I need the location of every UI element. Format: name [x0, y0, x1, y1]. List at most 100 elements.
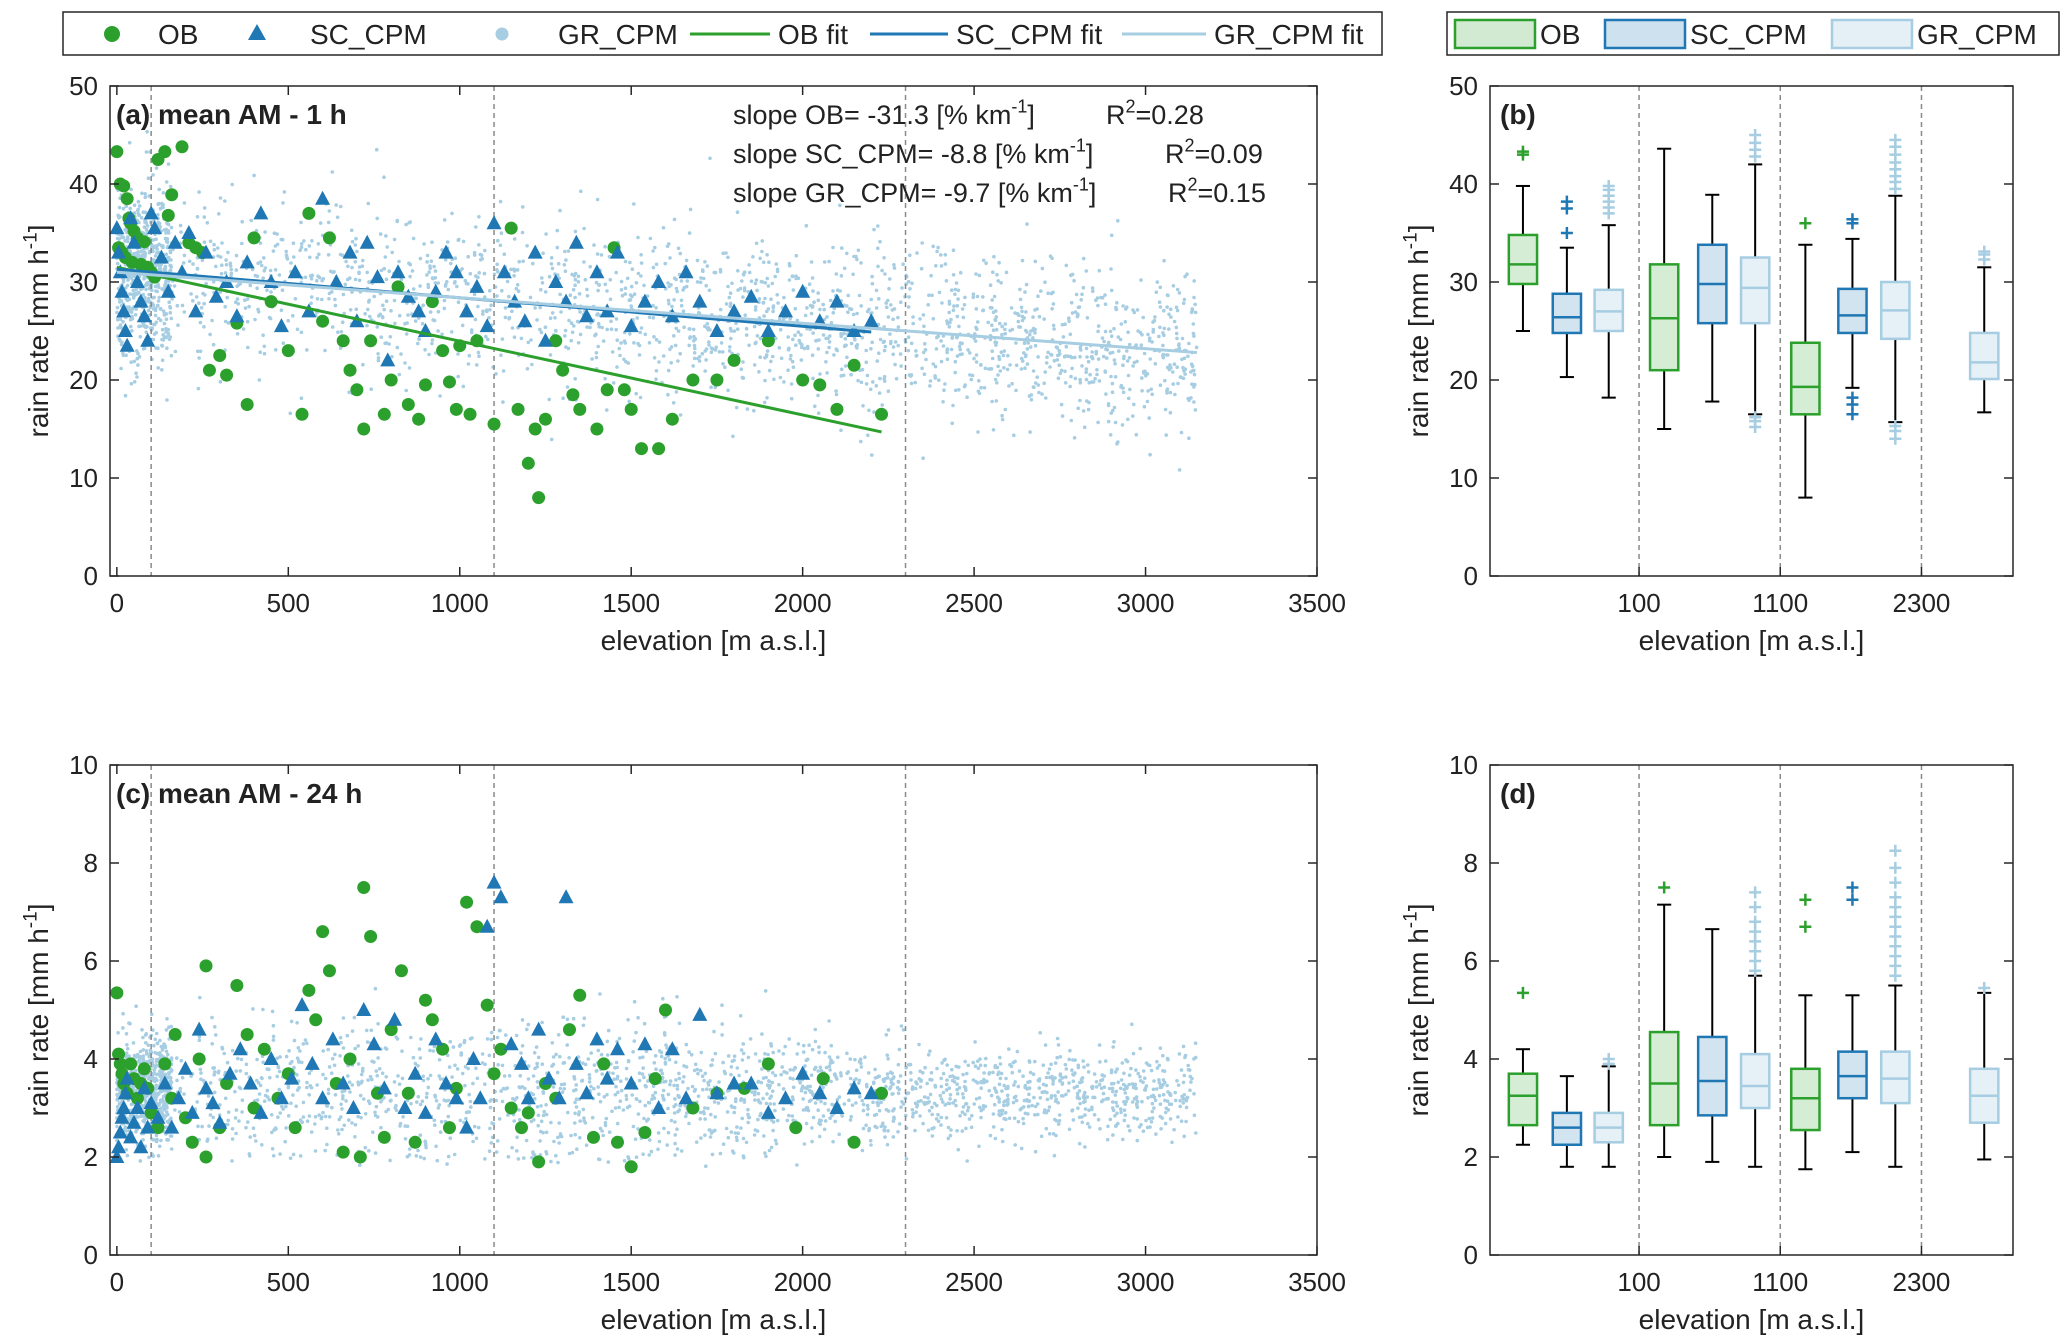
- gr-cpm-point: [1040, 266, 1045, 271]
- gr-cpm-point: [1149, 1068, 1154, 1073]
- gr-cpm-point: [1063, 322, 1067, 327]
- gr-cpm-point: [987, 367, 991, 371]
- gr-cpm-point: [954, 1103, 958, 1108]
- gr-cpm-point: [145, 129, 149, 134]
- gr-cpm-point: [596, 344, 600, 349]
- gr-cpm-point: [996, 279, 1000, 283]
- gr-cpm-point: [214, 264, 218, 269]
- gr-cpm-point: [198, 320, 203, 325]
- sc-cpm-point: [486, 215, 502, 230]
- gr-cpm-point: [724, 251, 728, 255]
- gr-cpm-point: [886, 1129, 890, 1133]
- gr-cpm-point: [421, 303, 426, 308]
- gr-cpm-point: [846, 293, 850, 298]
- gr-cpm-point: [654, 369, 659, 373]
- gr-cpm-point: [520, 205, 525, 209]
- gr-cpm-point: [404, 388, 409, 393]
- gr-cpm-point: [317, 1113, 322, 1117]
- gr-cpm-point: [189, 292, 193, 296]
- gr-cpm-point: [146, 308, 151, 313]
- sc-cpm-point: [129, 274, 145, 288]
- gr-cpm-point: [532, 1051, 537, 1055]
- gr-cpm-point: [977, 379, 981, 383]
- gr-cpm-point: [540, 1020, 544, 1025]
- gr-cpm-point: [854, 1068, 859, 1073]
- gr-cpm-point: [397, 259, 401, 264]
- gr-cpm-point: [1190, 308, 1195, 313]
- gr-cpm-point: [941, 1090, 946, 1095]
- gr-cpm-point: [1007, 384, 1011, 388]
- gr-cpm-point: [773, 1108, 777, 1113]
- gr-cpm-point: [1019, 356, 1024, 361]
- gr-cpm-point: [674, 277, 678, 282]
- gr-cpm-point: [1151, 1093, 1155, 1098]
- gr-cpm-point: [1064, 263, 1069, 268]
- plot-area: [110, 765, 1317, 1255]
- gr-cpm-point: [757, 297, 762, 301]
- gr-cpm-point: [993, 1065, 997, 1070]
- gr-cpm-point: [717, 1080, 721, 1084]
- gr-cpm-point: [339, 330, 344, 334]
- iqr-box: [1739, 256, 1771, 325]
- gr-cpm-point: [1021, 1121, 1026, 1126]
- gr-cpm-point: [1142, 351, 1147, 356]
- gr-cpm-point: [327, 297, 331, 301]
- x-tick-label: 0: [110, 588, 124, 618]
- gr-cpm-point: [1044, 361, 1049, 365]
- gr-cpm-point: [154, 166, 159, 170]
- gr-cpm-point: [661, 226, 666, 230]
- gr-cpm-point: [695, 280, 700, 284]
- gr-cpm-point: [1178, 1099, 1182, 1103]
- gr-cpm-point: [864, 1082, 869, 1087]
- gr-cpm-point: [785, 1118, 790, 1123]
- ob-point: [634, 442, 648, 456]
- gr-cpm-point: [1174, 305, 1179, 310]
- gr-cpm-point: [763, 356, 767, 360]
- gr-cpm-point: [1171, 284, 1176, 288]
- gr-cpm-point: [556, 261, 561, 266]
- gr-cpm-point: [975, 294, 980, 299]
- gr-cpm-point: [907, 373, 912, 377]
- gr-cpm-point: [517, 259, 521, 264]
- gr-cpm-point: [899, 364, 903, 368]
- gr-cpm-point: [827, 345, 831, 350]
- gr-cpm-point: [681, 309, 686, 314]
- gr-cpm-point: [164, 180, 169, 184]
- gr-cpm-point: [574, 1083, 578, 1087]
- gr-cpm-point: [1161, 343, 1165, 348]
- outlier-marker: [1889, 133, 1902, 146]
- gr-cpm-point: [1008, 1063, 1012, 1067]
- gr-cpm-point: [1099, 1086, 1104, 1090]
- gr-cpm-point: [607, 1130, 612, 1134]
- sc-cpm-point: [123, 210, 139, 225]
- gr-cpm-point: [1026, 1080, 1031, 1084]
- gr-cpm-point: [146, 296, 151, 301]
- gr-cpm-point: [217, 212, 221, 216]
- gr-cpm-point: [1043, 280, 1047, 285]
- gr-cpm-point: [199, 306, 204, 310]
- gr-cpm-point: [448, 1136, 453, 1140]
- y-tick-label: 10: [69, 463, 98, 493]
- gr-cpm-point: [1003, 407, 1008, 412]
- ob-point: [322, 231, 336, 245]
- gr-cpm-point: [677, 1021, 682, 1026]
- gr-cpm-point: [596, 321, 601, 326]
- gr-cpm-point: [143, 195, 148, 199]
- gr-cpm-point: [414, 1154, 419, 1158]
- gr-cpm-point: [471, 1139, 475, 1144]
- gr-cpm-point: [837, 1132, 841, 1137]
- gr-cpm-point: [270, 1147, 275, 1151]
- gr-cpm-point: [237, 1119, 241, 1123]
- gr-cpm-point: [973, 339, 978, 343]
- gr-cpm-point: [318, 221, 323, 225]
- gr-cpm-point: [949, 317, 953, 322]
- gr-cpm-point: [943, 262, 948, 266]
- gr-cpm-point: [1168, 1117, 1173, 1121]
- gr-cpm-point: [713, 1051, 718, 1056]
- gr-cpm-point: [229, 271, 234, 276]
- gr-cpm-point: [816, 393, 820, 398]
- gr-cpm-point: [1118, 1086, 1123, 1091]
- gr-cpm-point: [139, 249, 144, 253]
- gr-cpm-point: [848, 306, 852, 311]
- gr-cpm-point: [1023, 366, 1027, 371]
